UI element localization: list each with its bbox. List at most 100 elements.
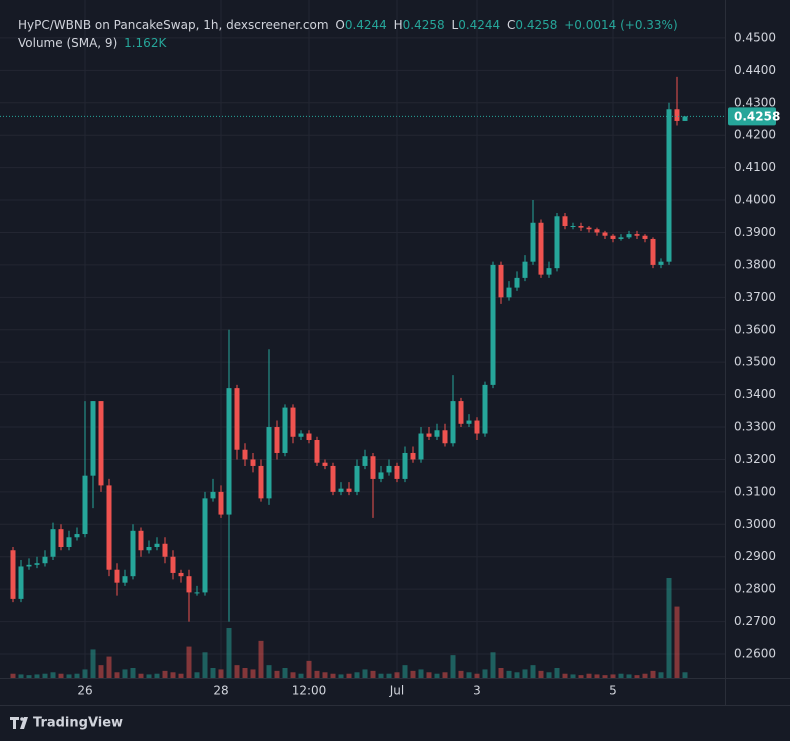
l-value: 0.4244 [458,18,501,32]
x-tick-label: 12:00 [292,684,327,698]
volume-bar [586,673,592,678]
y-tick-label: 0.3800 [734,257,776,271]
volume-bar [226,628,232,678]
volume-bar [530,665,536,678]
candle-body [682,116,688,121]
volume-bar [90,649,96,678]
candle-body [642,235,648,239]
volume-bar [482,669,488,678]
candle-body [194,592,200,594]
candle-body [354,465,360,492]
candle-body [330,465,336,492]
volume-bar [26,675,32,678]
volume-bar [434,673,440,678]
volume-bar [290,672,296,678]
y-tick-label: 0.3400 [734,387,776,401]
o-label: O [335,18,345,32]
volume-bar [58,673,64,678]
candle-body [410,452,416,460]
y-tick-label: 0.2900 [734,549,776,563]
symbol-title: HyPC/WBNB on PancakeSwap, 1h, dexscreene… [18,18,329,32]
change: +0.0014 (+0.33%) [564,18,678,32]
candle-body [170,556,176,573]
volume-bar [130,668,136,678]
volume-bar [658,672,664,678]
y-tick-label: 0.3300 [734,420,776,434]
y-tick-label: 0.2600 [734,647,776,661]
volume-bar [362,669,368,678]
volume-bar [314,670,320,678]
last-price-label: 0.4258 [734,109,780,123]
candle-body [338,488,344,492]
volume-bar [186,646,192,678]
candle-body [146,547,152,551]
candle-body [458,401,464,424]
candle-body [130,530,136,577]
candle-body [114,569,120,583]
volume-bar [66,674,72,678]
volume-bar [298,673,304,678]
candle-body [618,237,624,239]
volume-bar [266,665,272,678]
candle-body [26,564,32,567]
candle-body [370,456,376,479]
axis: 0.2600 0.2700 0.2800 0.2900 0.3000 0.3100 0.32… [0,30,780,698]
grid [0,0,725,678]
volume-bar [162,670,168,678]
candle-body [362,456,368,466]
candle-body [658,261,664,265]
candle-body [562,216,568,226]
volume-bar [122,669,128,678]
candles [10,76,688,622]
candle-body [538,222,544,275]
candle-body [610,235,616,239]
candle-body [434,430,440,437]
volume-bar [306,660,312,678]
volume-bar [146,674,152,678]
volume-bar [466,672,472,678]
candle-body [530,222,536,262]
volume-bar [106,656,112,678]
volume-bar [194,672,200,678]
candle-body [258,465,264,499]
candle-body [154,543,160,548]
volume-bar [666,578,672,678]
volume-bar [458,670,464,678]
candle-body [242,449,248,460]
volume-bar [282,668,288,678]
volume-bar [218,669,224,678]
candle-body [482,384,488,434]
y-tick-label: 0.3200 [734,452,776,466]
candle-body [514,277,520,288]
y-tick-label: 0.4100 [734,160,776,174]
ohlc-row: HyPC/WBNB on PancakeSwap, 1h, dexscreene… [18,16,681,34]
candle-body [474,420,480,434]
y-tick-label: 0.3000 [734,517,776,531]
x-tick-label: Jul [389,684,404,698]
volume-bar [514,672,520,678]
candle-body [666,109,672,262]
candle-body [90,401,96,476]
candle-body [122,576,128,583]
candle-body [554,216,560,269]
volume-bar [98,665,104,678]
logo: TradingView [10,716,123,731]
y-tick-label: 0.4200 [734,128,776,142]
volume-bar [210,668,216,678]
candle-body [674,109,680,121]
volume-bar [378,673,384,678]
candle-body [594,229,600,233]
volume-bar [394,672,400,678]
volume-bar [506,670,512,678]
candle-body [506,287,512,298]
candle-body [418,433,424,460]
y-tick-label: 0.3500 [734,355,776,369]
candle-body [18,566,24,599]
volume-row: Volume (SMA, 9) 1.162K [18,34,681,52]
candle-body [426,433,432,437]
x-tick-label: 28 [213,684,228,698]
candle-body [10,550,16,599]
volume-bars [10,578,688,678]
volume-bar [490,652,496,678]
